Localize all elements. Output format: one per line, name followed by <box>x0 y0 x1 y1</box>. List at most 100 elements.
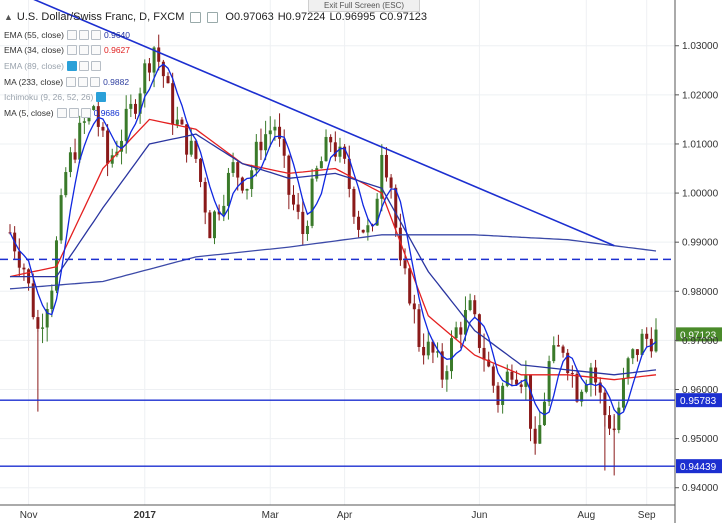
current-price-label: 0.97123 <box>680 330 717 341</box>
candle-body <box>380 154 384 199</box>
indicator-row[interactable]: MA (5, close) 0.9686 <box>4 105 130 121</box>
price-tick-label: 0.97000 <box>682 336 719 347</box>
time-tick-label: 2017 <box>134 510 157 521</box>
candle-body <box>635 349 639 355</box>
candle-body <box>268 130 272 135</box>
candle-body <box>347 158 351 189</box>
gear-icon[interactable] <box>79 60 89 71</box>
candle-body <box>343 146 347 159</box>
candle-body <box>445 371 449 380</box>
price-tick-label: 1.02000 <box>682 90 719 101</box>
candle-body <box>329 136 333 143</box>
settings-icon[interactable] <box>190 11 202 23</box>
indicator-legend: EMA (55, close) 0.9640 EMA (34, close) 0… <box>4 27 130 121</box>
candle-body <box>556 345 560 347</box>
candle-body <box>570 373 574 375</box>
price-tick-label: 0.94000 <box>682 483 719 494</box>
candle-body <box>73 152 77 160</box>
candle-body <box>282 138 286 156</box>
candle-body <box>161 61 165 77</box>
eye-hidden-icon[interactable] <box>96 92 107 103</box>
eye-icon[interactable] <box>56 107 67 118</box>
candle-body <box>510 371 514 380</box>
candle-body <box>384 154 388 178</box>
eye-icon[interactable] <box>67 45 77 56</box>
gear-icon[interactable] <box>68 107 79 118</box>
close-value: C0.97123 <box>379 11 428 23</box>
indicator-name: MA (5, close) <box>4 107 54 118</box>
candle-body <box>561 346 565 353</box>
gear-icon[interactable] <box>79 29 89 40</box>
candle-body <box>408 268 412 304</box>
candle-body <box>412 303 416 310</box>
eye-icon[interactable] <box>67 29 77 40</box>
candle-body <box>68 152 72 173</box>
candle-body <box>566 352 570 374</box>
indicator-row[interactable]: MA (233, close) 0.9882 <box>4 74 130 90</box>
exit-fullscreen-button[interactable]: Exit Full Screen (ESC) <box>308 0 420 12</box>
candle-body <box>491 366 495 386</box>
indicator-value: 0.9640 <box>104 29 130 40</box>
candle-body <box>296 204 300 212</box>
candle-body <box>180 119 184 125</box>
candle-body <box>580 391 584 402</box>
candle-body <box>338 146 342 157</box>
candle-body <box>542 401 546 426</box>
indicator-name: Ichimoku (9, 26, 52, 26) <box>4 92 94 103</box>
candle-body <box>78 122 82 160</box>
candle-body <box>319 161 323 169</box>
indicator-row[interactable]: Ichimoku (9, 26, 52, 26) <box>4 89 130 105</box>
candle-body <box>199 158 203 182</box>
candle-body <box>208 212 212 239</box>
candle-body <box>45 309 49 328</box>
candle-body <box>22 267 26 270</box>
indicator-row[interactable]: EMA (34, close) 0.9627 <box>4 43 130 59</box>
eye-hidden-icon[interactable] <box>67 60 77 71</box>
symbol-title[interactable]: U.S. Dollar/Swiss Franc, D, FXCM <box>16 11 185 23</box>
candle-body <box>138 93 142 114</box>
candle-body <box>375 198 379 226</box>
collapse-arrow-icon[interactable]: ▲ <box>4 12 13 22</box>
level-price-label: 0.94439 <box>680 462 717 473</box>
price-tick-label: 1.00000 <box>682 189 719 200</box>
visibility-icon[interactable] <box>207 11 219 23</box>
candle-body <box>333 142 337 157</box>
price-tick-label: 0.98000 <box>682 287 719 298</box>
candle-body <box>654 329 658 352</box>
indicator-row[interactable]: EMA (55, close) 0.9640 <box>4 27 130 43</box>
eye-icon[interactable] <box>66 76 77 87</box>
candle-body <box>203 181 207 213</box>
time-tick-label: Sep <box>638 510 656 521</box>
close-icon[interactable] <box>91 29 101 40</box>
close-icon[interactable] <box>91 60 101 71</box>
candle-body <box>450 338 454 372</box>
candle-body <box>231 162 235 173</box>
candle-body <box>324 136 328 162</box>
close-icon[interactable] <box>80 107 91 118</box>
indicator-row[interactable]: EMA (89, close) <box>4 58 130 74</box>
gear-icon[interactable] <box>78 76 89 87</box>
close-icon[interactable] <box>91 45 101 56</box>
level-price-badge <box>676 459 722 474</box>
candle-body <box>152 47 156 73</box>
candle-body <box>264 134 268 151</box>
gear-icon[interactable] <box>79 45 89 56</box>
candle-body <box>36 317 40 329</box>
candle-body <box>501 385 505 405</box>
candle-body <box>394 187 398 228</box>
candle-body <box>171 83 175 125</box>
candle-body <box>31 283 35 318</box>
candle-body <box>301 211 305 235</box>
close-icon[interactable] <box>90 76 101 87</box>
candle-body <box>92 106 96 110</box>
candle-body <box>236 162 240 178</box>
candle-body <box>357 216 361 230</box>
levels: 0.95783 0.94439 0.97123 <box>0 0 722 474</box>
candle-body <box>547 361 551 402</box>
open-value: O0.97063 <box>225 11 274 23</box>
candle-body <box>538 425 542 444</box>
candle-body <box>133 103 137 114</box>
candle-body <box>366 225 370 233</box>
candle-body <box>584 384 588 392</box>
